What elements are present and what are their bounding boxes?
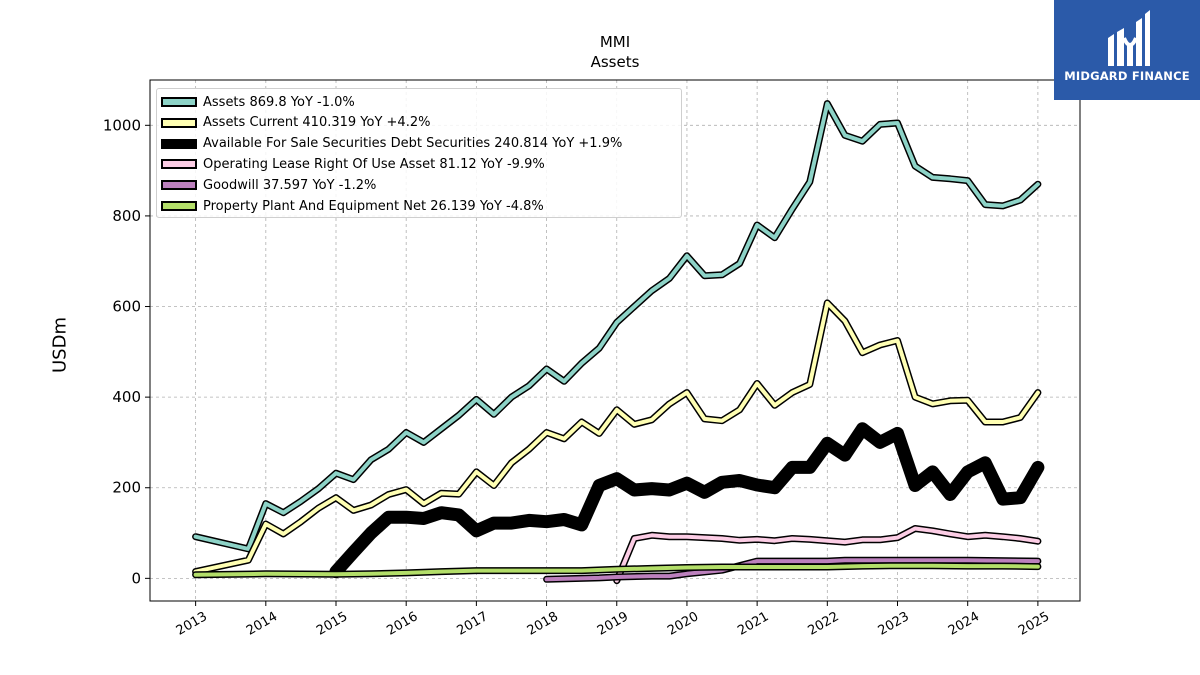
series-stroke [193,563,1040,577]
x-tick-label: 2017 [455,609,491,639]
legend-entry: Assets 869.8 YoY -1.0% [157,92,355,112]
series-stroke [193,300,1040,574]
y-tick-label: 0 [131,569,141,587]
x-tick-label: 2020 [665,609,701,639]
logo-text: MIDGARD FINANCE [1064,69,1190,83]
x-tick-label: 2018 [525,609,561,639]
x-tick-label: 2021 [735,609,771,639]
series-line-2 [329,422,1045,579]
chart-subtitle: Assets [590,53,640,71]
series-layer [192,100,1045,585]
series-stroke [544,558,1040,582]
legend-label: Available For Sale Securities Debt Secur… [203,136,623,152]
y-tick-label: 1000 [103,116,141,134]
y-tick-label: 600 [112,298,141,316]
legend-label: Operating Lease Right Of Use Asset 81.12… [203,156,545,172]
x-tick-label: 2015 [314,609,350,639]
plot-frame [149,79,1081,602]
legend-swatch [161,97,197,107]
legend-label: Property Plant And Equipment Net 26.139 … [203,198,544,214]
legend-swatch [161,159,197,170]
series-line-3 [613,525,1042,585]
legend-label: Goodwill 37.597 YoY -1.2% [203,177,377,193]
legend-swatch [161,138,197,149]
legend-entry: Assets Current 410.319 YoY +4.2% [157,113,430,133]
legend-swatch [161,117,197,128]
series-line-1 [192,299,1042,576]
series-stroke [331,423,1043,577]
x-tick-label: 2024 [946,609,982,639]
series-line-0 [192,100,1042,553]
series-stroke [193,101,1040,551]
y-tick-label: 200 [112,479,141,497]
x-tick-label: 2023 [876,609,912,639]
x-tick-label: 2013 [174,609,210,639]
legend-swatch [161,180,197,191]
midgard-logo-icon [1108,10,1150,66]
x-tick-label: 2014 [244,609,280,639]
series-line-4 [543,556,1042,583]
y-axis-label: USDm [49,317,71,373]
legend-entry: Available For Sale Securities Debt Secur… [157,134,622,154]
x-tick-label: 2022 [805,609,841,639]
legend-label: Assets Current 410.319 YoY +4.2% [203,115,431,131]
x-tick-label: 2025 [1016,609,1052,639]
legend-entry: Goodwill 37.597 YoY -1.2% [157,175,376,195]
y-tick-label: 800 [112,207,141,225]
chart-title: MMI [599,33,631,51]
chart-legend: Assets 869.8 YoY -1.0% Assets Current 410… [156,88,682,218]
legend-entry: Property Plant And Equipment Net 26.139 … [157,196,544,216]
x-tick-label: 2016 [384,609,420,639]
legend-label: Assets 869.8 YoY -1.0% [203,94,355,110]
series-stroke [614,526,1040,583]
x-tick-label: 2019 [595,609,631,639]
series-line-5 [192,562,1042,579]
legend-entry: Operating Lease Right Of Use Asset 81.12… [157,154,545,174]
legend-swatch [161,201,197,211]
y-tick-label: 400 [112,388,141,406]
